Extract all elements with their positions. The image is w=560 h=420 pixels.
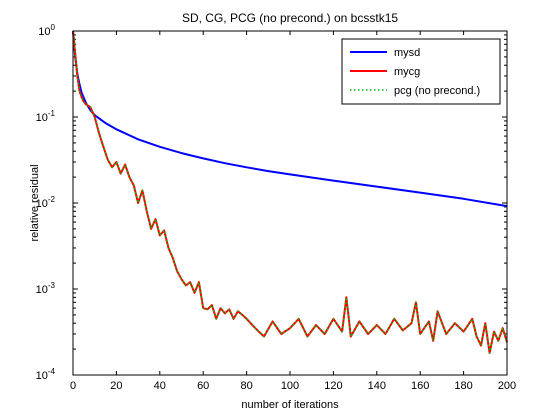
x-tick-label: 80 — [240, 380, 252, 392]
legend-label-mysd: mysd — [394, 47, 420, 59]
x-tick-label: 0 — [70, 380, 76, 392]
x-tick-label: 120 — [324, 380, 342, 392]
x-tick-labels: 0 20 40 60 80 100 120 140 160 180 200 — [70, 380, 516, 392]
chart-title: SD, CG, PCG (no precond.) on bcsstk15 — [182, 11, 398, 25]
y-tick-labels: 10-4 10-3 10-2 10-1 100 — [36, 23, 56, 382]
legend-label-pcg-no-precond: pcg (no precond.) — [394, 85, 480, 97]
y-tick-label: 10-3 — [36, 281, 56, 296]
y-tick-label: 10-4 — [36, 367, 56, 382]
x-tick-label: 140 — [368, 380, 386, 392]
x-tick-label: 180 — [454, 380, 472, 392]
y-tick-label: 100 — [38, 23, 55, 38]
x-tick-label: 100 — [281, 380, 299, 392]
series-lines — [72, 30, 508, 354]
x-tick-label: 160 — [411, 380, 429, 392]
y-axis-label: relative residual — [29, 164, 41, 241]
x-axis-label: number of iterations — [241, 399, 339, 411]
x-tick-label: 20 — [110, 380, 122, 392]
x-tick-label: 40 — [154, 380, 166, 392]
legend: mysd mycg pcg (no precond.) — [341, 38, 501, 105]
plot-frame — [72, 30, 508, 376]
y-tick-label: 10-1 — [36, 109, 56, 124]
y-tick-label: 10-2 — [36, 195, 56, 210]
legend-label-mycg: mycg — [394, 66, 420, 78]
series-line-pcg-no-precond — [72, 30, 508, 354]
x-tick-label: 60 — [197, 380, 209, 392]
series-line-mysd — [72, 30, 508, 208]
x-tick-label: 200 — [498, 380, 516, 392]
